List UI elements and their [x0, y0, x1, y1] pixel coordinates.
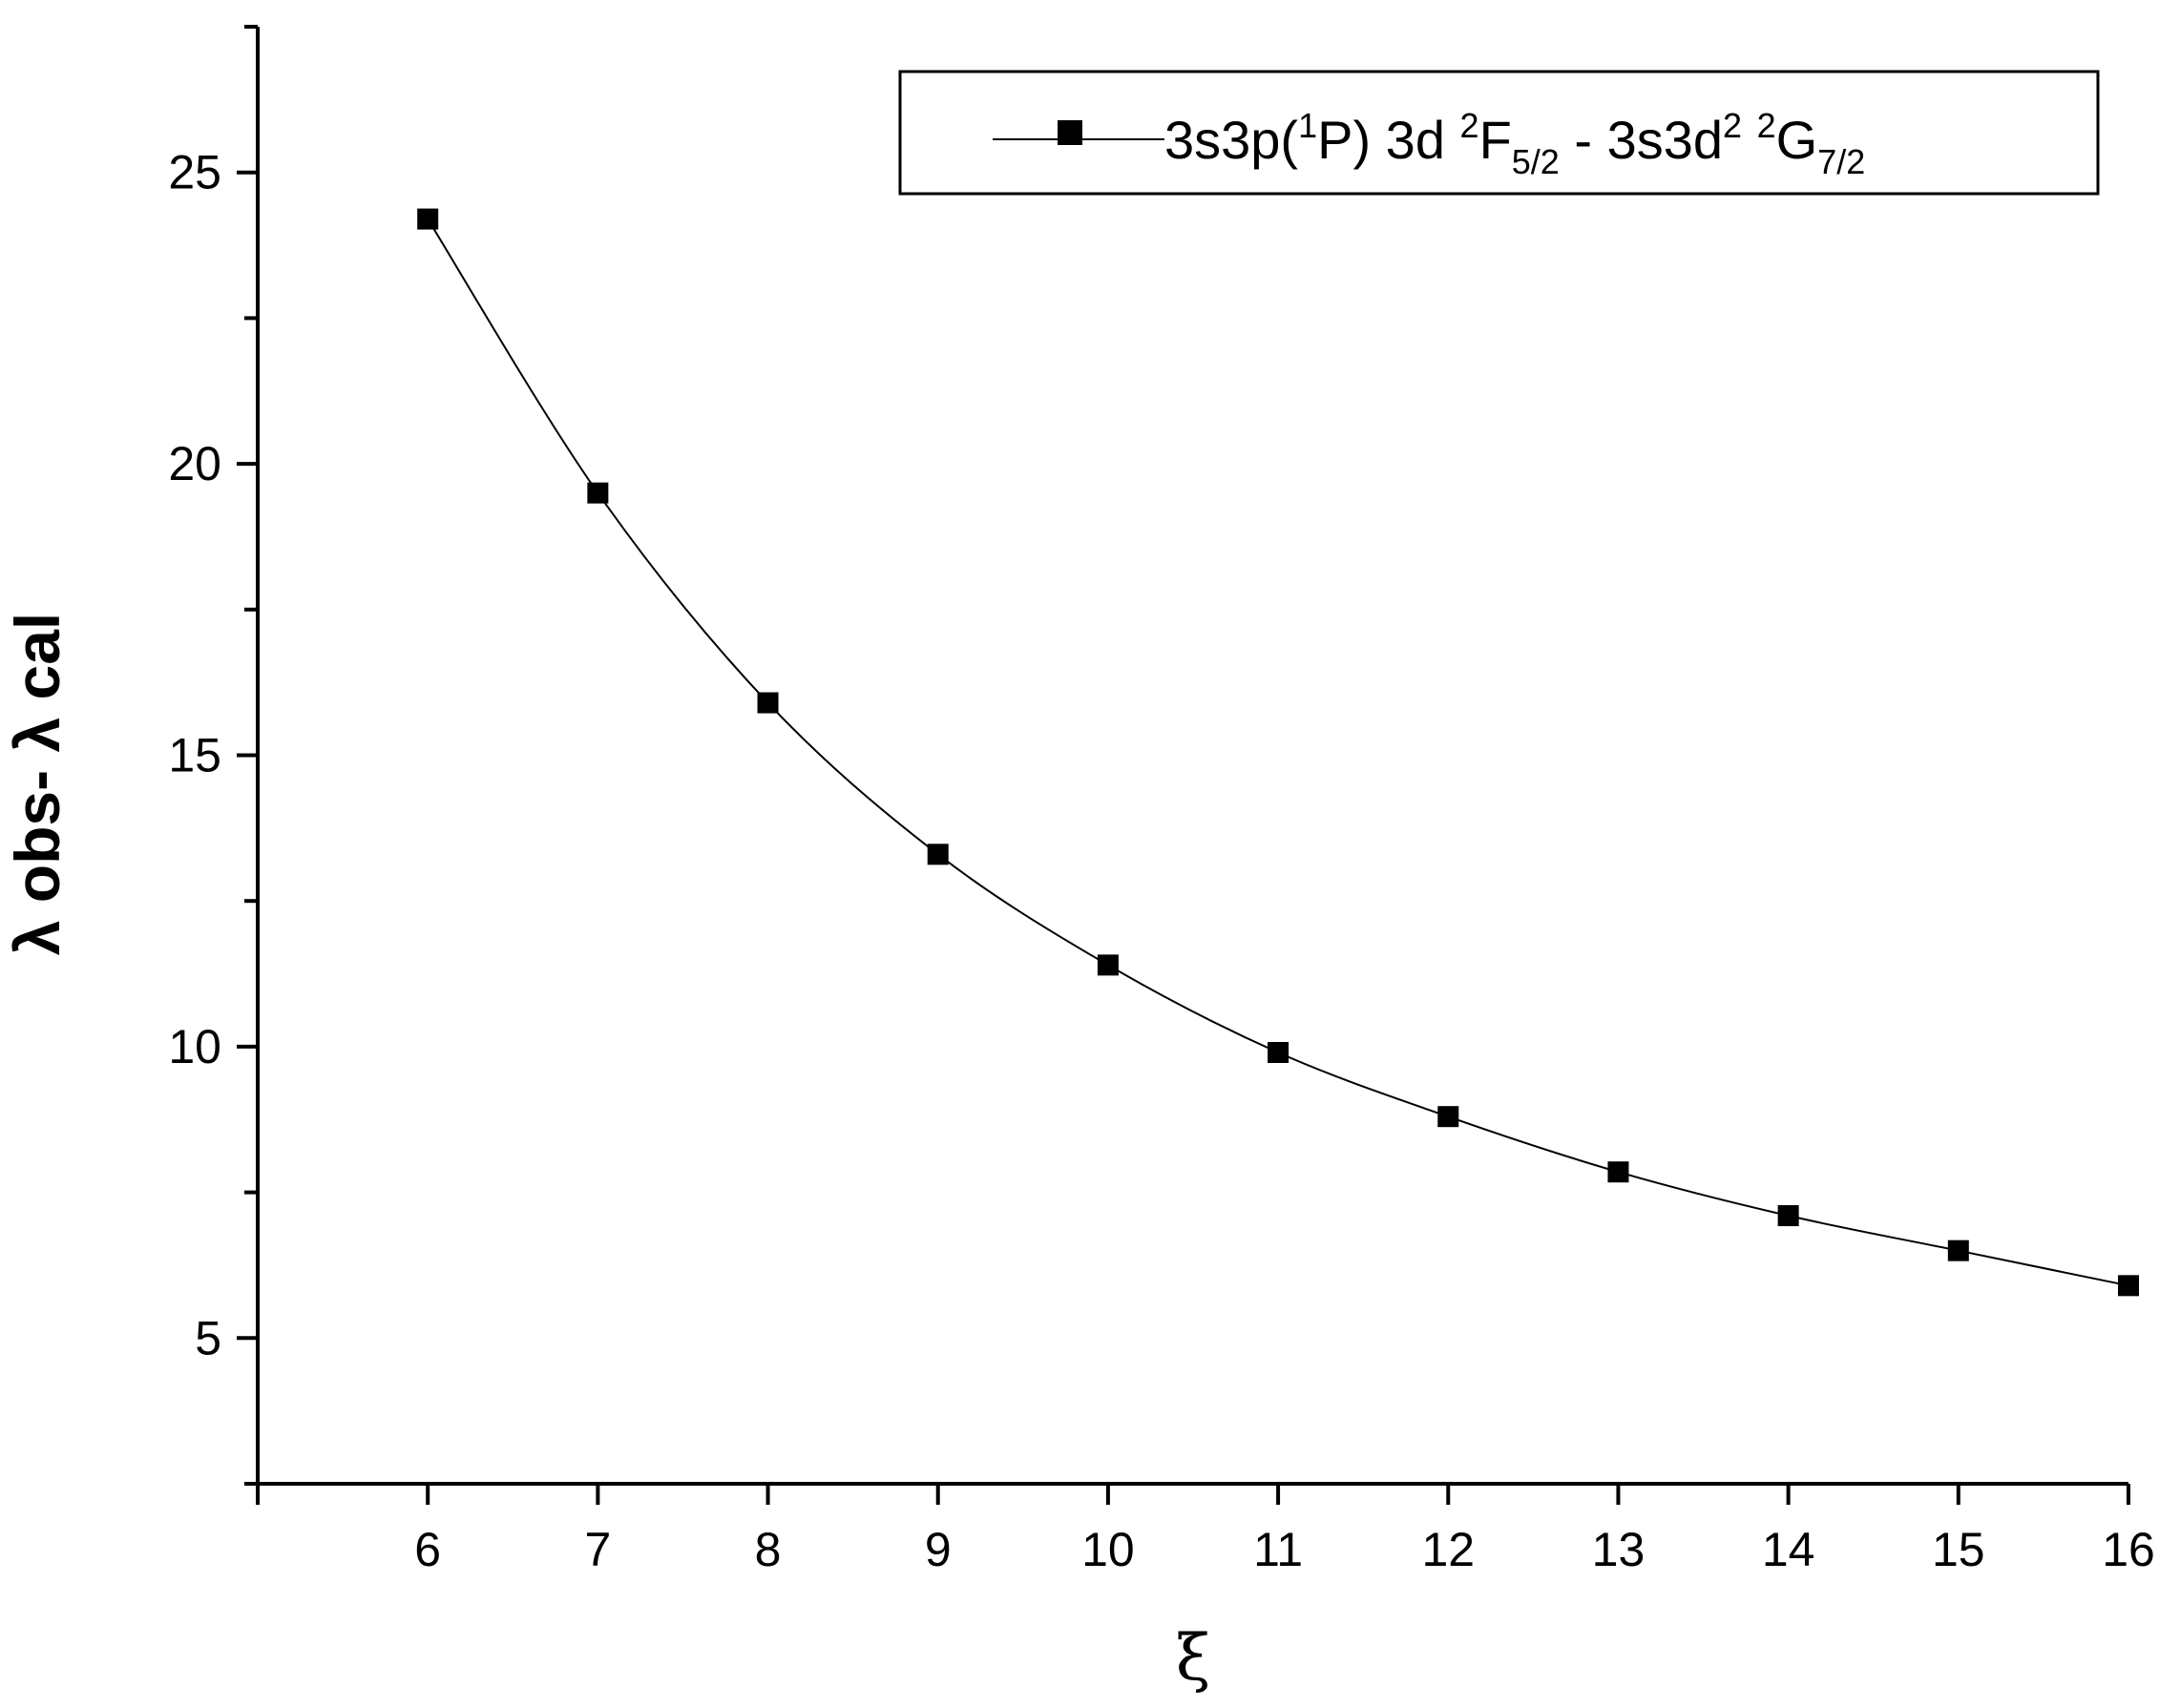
- y-tick-label: 10: [168, 1020, 221, 1073]
- x-tick-label: 9: [925, 1523, 952, 1576]
- y-tick-label: 20: [168, 437, 221, 490]
- legend-part-a: 3s3p(: [1164, 110, 1298, 170]
- legend-part-c: P) 3d: [1317, 110, 1459, 170]
- x-tick-label: 14: [1762, 1523, 1815, 1576]
- x-tick-label: 7: [584, 1523, 611, 1576]
- x-axis-title: ξ: [1176, 1621, 1210, 1695]
- legend-sup-2b: 2: [1723, 106, 1742, 145]
- legend-part-i: [1742, 110, 1757, 170]
- legend-sup-2: 2: [1460, 106, 1479, 145]
- data-point-marker: [1777, 1205, 1799, 1227]
- x-tick-label: 11: [1253, 1523, 1303, 1576]
- legend-sup-1: 1: [1298, 106, 1317, 145]
- y-axis-ticks: 5 10 15 20 25: [168, 25, 258, 1486]
- x-tick-label: 6: [414, 1523, 441, 1576]
- x-tick-label: 13: [1592, 1523, 1645, 1576]
- x-tick-label: 10: [1081, 1523, 1135, 1576]
- y-tick-label: 15: [168, 729, 221, 782]
- legend-entry-label: 3s3p(1P) 3d 2F5/2 - 3s3d2 2G7/2: [1164, 106, 1865, 181]
- data-point-marker: [1437, 1106, 1459, 1128]
- x-tick-label: 8: [755, 1523, 782, 1576]
- data-point-marker: [417, 208, 439, 230]
- data-point-marker: [2118, 1275, 2139, 1297]
- x-axis-ticks: 6 7 8 9 10 11 12 13 14 15 16: [256, 1484, 2155, 1576]
- x-tick-label: 16: [2102, 1523, 2155, 1576]
- x-tick-label: 15: [1932, 1523, 1985, 1576]
- data-point-marker: [1097, 954, 1119, 976]
- data-point-marker: [1268, 1042, 1289, 1064]
- data-point-marker: [1607, 1161, 1629, 1183]
- plot-series: [417, 208, 2139, 1297]
- y-tick-label: 5: [195, 1311, 221, 1364]
- y-tick-label: 25: [168, 146, 221, 199]
- legend-sub-7-2: 7/2: [1817, 142, 1865, 181]
- legend-marker-sample: [1058, 120, 1082, 145]
- series-line: [427, 219, 2129, 1287]
- legend-part-g: - 3s3d: [1560, 110, 1723, 170]
- data-point-marker: [757, 692, 779, 714]
- legend-part-e: F: [1479, 110, 1512, 170]
- legend-sub-5-2: 5/2: [1512, 142, 1560, 181]
- data-point-marker: [1947, 1239, 1969, 1261]
- legend-sup-2c: 2: [1757, 106, 1776, 145]
- y-axis-title: λ obs- λ cal: [2, 613, 73, 956]
- legend-box: [898, 70, 2100, 196]
- x-tick-label: 12: [1421, 1523, 1475, 1576]
- legend-part-k: G: [1776, 110, 1818, 170]
- legend: 3s3p(1P) 3d 2F5/2 - 3s3d2 2G7/2: [898, 70, 2100, 196]
- data-point-marker: [927, 844, 949, 865]
- data-point-marker: [587, 482, 609, 504]
